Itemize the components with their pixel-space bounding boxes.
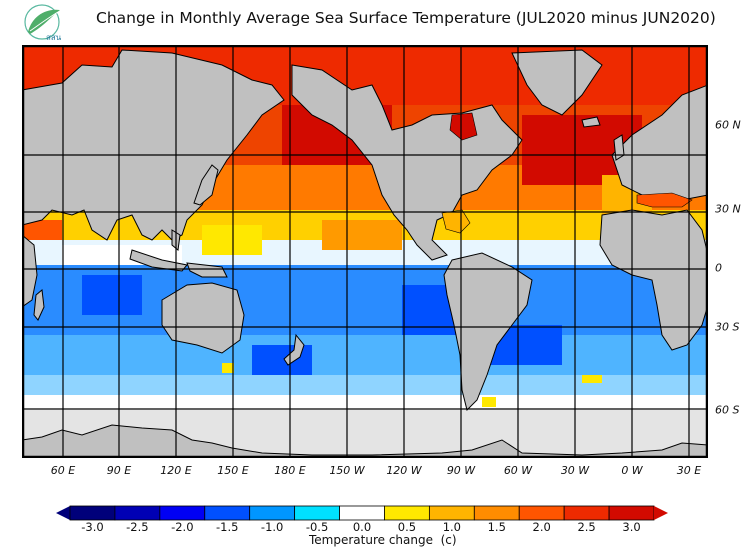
legend-color-box — [473, 505, 520, 521]
legend-color-box — [69, 505, 116, 521]
legend-tick-label: 2.5 — [577, 520, 596, 534]
legend-tick-label: -1.5 — [215, 520, 239, 534]
latitude-label: 0 — [715, 261, 722, 275]
latitude-label: 60 S — [715, 403, 740, 417]
land-japan — [193, 164, 219, 206]
map-frame — [22, 45, 708, 458]
ocean-hudson-bay — [449, 112, 478, 141]
longitude-label: 120 W — [386, 464, 422, 477]
land-madagascar — [33, 289, 45, 321]
graticule — [22, 45, 708, 458]
longitude-label: 90 E — [106, 464, 132, 477]
longitude-label: 90 W — [446, 464, 476, 477]
longitude-label: 180 E — [274, 464, 306, 477]
longitude-label: 0 W — [621, 464, 643, 477]
land-new-guinea — [186, 262, 228, 278]
land-antarctica — [22, 424, 708, 458]
legend-tick-label: -3.0 — [81, 520, 104, 534]
legend-color-box — [428, 505, 475, 521]
legend-color-box — [249, 505, 296, 521]
legend-tick-label: 0.0 — [352, 520, 372, 534]
legend-color-box — [384, 505, 430, 521]
legend-color-box — [204, 505, 251, 521]
ocean-gulf-of-mexico — [441, 209, 471, 234]
longitude-label: 120 E — [160, 464, 192, 477]
ocean-mediterranean — [636, 192, 693, 208]
longitude-label: 60 W — [503, 464, 533, 477]
longitude-label: 30 E — [676, 464, 702, 477]
legend-tick-label: -1.0 — [260, 520, 284, 534]
leaf-logo-icon: สสน — [24, 4, 62, 42]
legend-color-box — [114, 505, 161, 521]
land-indonesia — [129, 249, 188, 272]
legend-color-box — [608, 505, 655, 521]
legend-color-box — [563, 505, 610, 521]
legend-title: Temperature change (c) — [309, 533, 457, 547]
legend-tick-label: 3.0 — [622, 520, 641, 534]
legend-tick-label: -2.0 — [171, 520, 194, 534]
legend-color-box — [339, 505, 385, 521]
land-east-africa — [22, 234, 38, 308]
legend-under-arrow — [56, 506, 70, 520]
legend-tick-label: 0.5 — [397, 520, 417, 534]
legend-tick-label: 1.5 — [487, 520, 506, 534]
sst-map — [22, 45, 708, 458]
legend-tick-label: -0.5 — [305, 520, 329, 534]
land-uk — [613, 134, 625, 161]
legend-color-box — [518, 505, 565, 521]
latitude-label: 30 N — [715, 202, 741, 216]
logo-text: สสน — [46, 33, 62, 42]
latitude-label: 60 N — [715, 118, 741, 132]
land-australia — [161, 282, 245, 354]
legend-tick-label: -2.5 — [126, 520, 149, 534]
ocean-southern-white-band — [22, 395, 708, 410]
legend-color-box — [159, 505, 206, 521]
chart-title: Change in Monthly Average Sea Surface Te… — [96, 9, 716, 27]
legend-color-box — [294, 505, 340, 521]
legend-tick-label: 1.0 — [442, 520, 461, 534]
legend-over-arrow — [654, 506, 668, 520]
land-south-america — [443, 252, 533, 411]
longitude-label: 150 W — [329, 464, 365, 477]
latitude-label: 30 S — [715, 320, 740, 334]
legend-tick-label: 2.0 — [532, 520, 551, 534]
longitude-label: 150 E — [217, 464, 249, 477]
longitude-label: 60 E — [50, 464, 76, 477]
ocean-south-band — [22, 335, 708, 375]
color-legend — [56, 505, 668, 521]
land-europe — [611, 84, 708, 206]
land-new-zealand — [283, 333, 305, 366]
land-greenland — [511, 49, 603, 116]
longitude-label: 30 W — [560, 464, 590, 477]
land-iceland — [581, 116, 601, 128]
land-asia — [22, 49, 285, 241]
